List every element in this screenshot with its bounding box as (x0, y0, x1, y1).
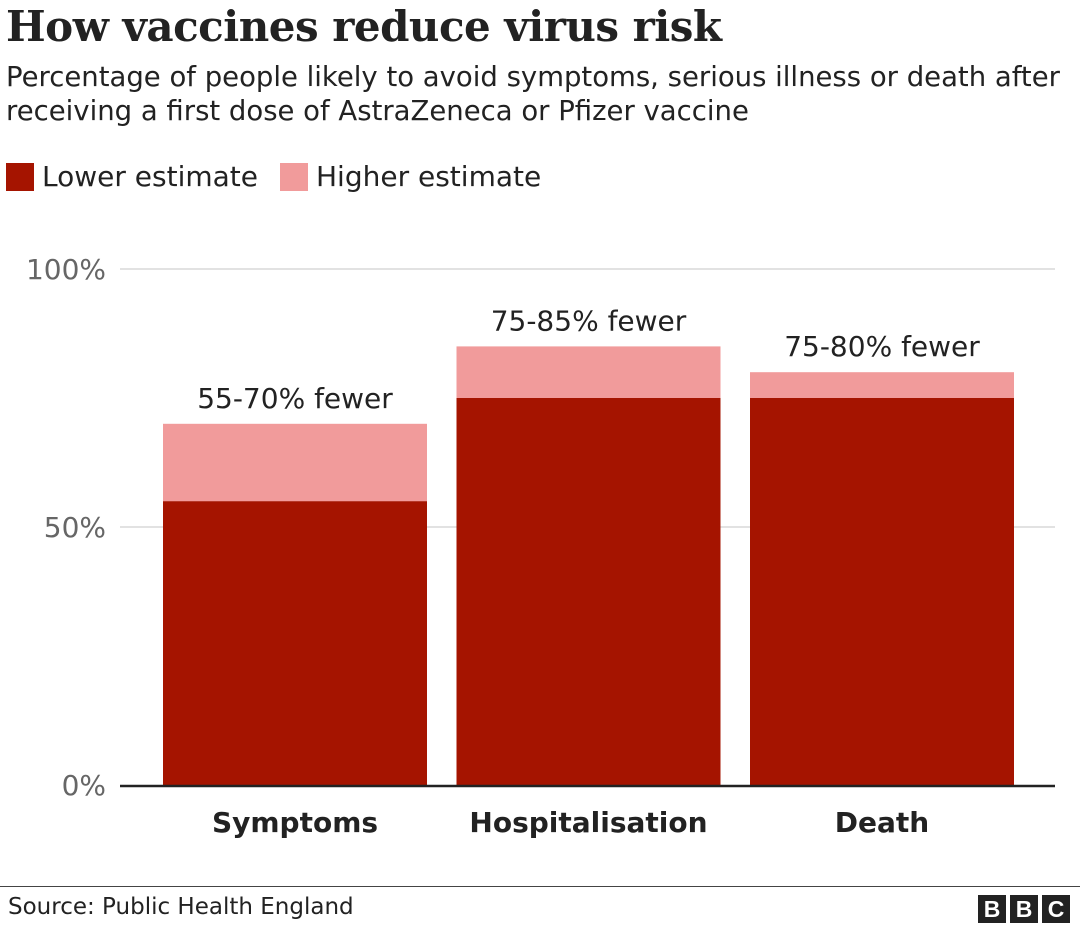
data-label: 75-85% fewer (491, 304, 687, 337)
chart-title: How vaccines reduce virus risk (6, 2, 722, 51)
bar-lower-estimate (750, 398, 1014, 785)
data-label: 75-80% fewer (784, 330, 980, 363)
y-tick-label: 50% (44, 511, 106, 544)
source-text: Source: Public Health England (8, 894, 354, 920)
bar-chart: 0% 50% 100% 55-70% fewer Symptoms 75-85% fewe… (26, 253, 1055, 839)
x-tick-label: Symptoms (212, 806, 378, 839)
legend-item-lower: Lower estimate (6, 160, 258, 193)
legend: Lower estimate Higher estimate (6, 160, 563, 193)
x-tick-label: Death (835, 806, 929, 839)
data-label: 55-70% fewer (197, 382, 393, 415)
x-tick-label: Hospitalisation (469, 806, 707, 839)
chart-subtitle: Percentage of people likely to avoid sym… (6, 61, 1060, 127)
bar-higher-estimate (456, 346, 721, 398)
bar-lower-estimate (456, 398, 721, 785)
y-tick-label: 100% (26, 253, 106, 286)
bar-lower-estimate (163, 501, 427, 785)
footer-divider (0, 886, 1080, 887)
legend-label-higher: Higher estimate (316, 160, 542, 193)
y-tick-label: 0% (62, 769, 106, 802)
bar-higher-estimate (750, 372, 1014, 398)
legend-item-higher: Higher estimate (280, 160, 541, 193)
bar-higher-estimate (163, 423, 427, 502)
legend-swatch-higher (280, 162, 308, 191)
legend-label-lower: Lower estimate (42, 160, 258, 193)
legend-swatch-lower (6, 162, 34, 191)
